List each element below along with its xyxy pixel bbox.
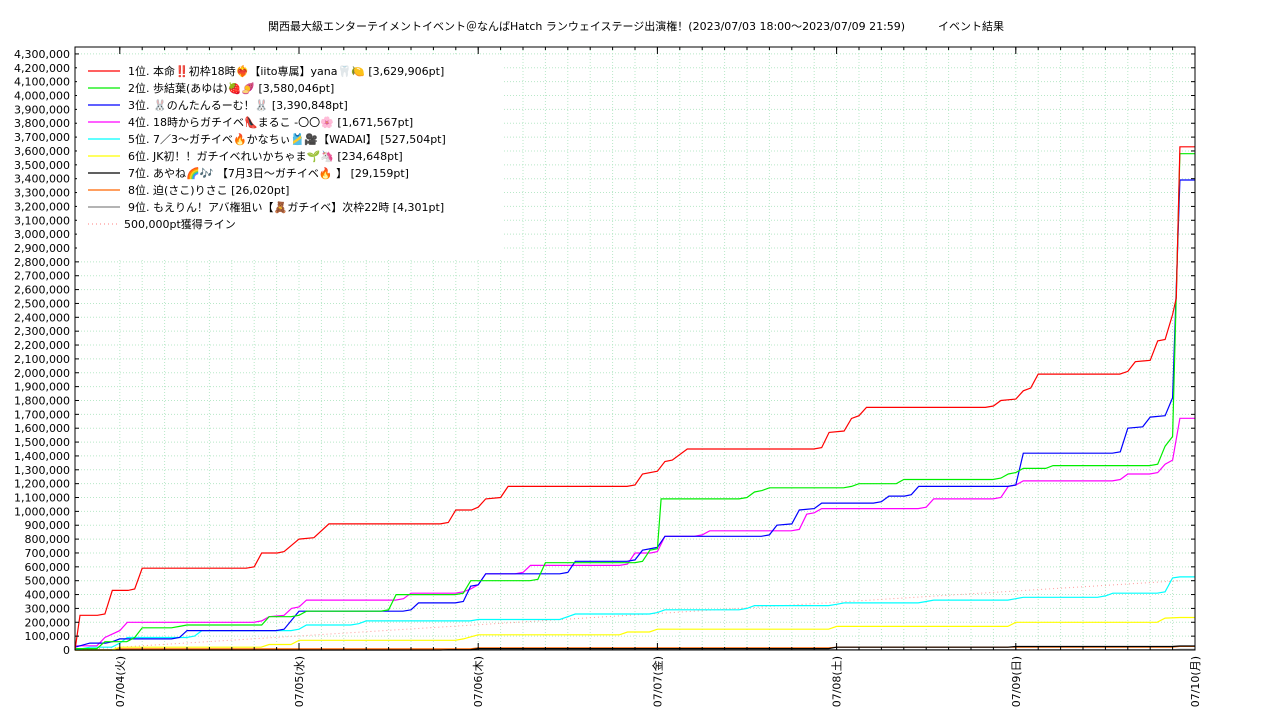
y-tick-label: 900,000 [25, 519, 71, 532]
series-line [74, 146, 1195, 651]
y-tick-label: 200,000 [25, 616, 71, 629]
legend-label: 3位. 🐰のんたんるーむ！🐰 [3,390,848pt] [128, 98, 348, 112]
y-tick-label: 2,200,000 [14, 339, 70, 352]
y-tick-label: 1,100,000 [14, 492, 70, 505]
series-line [74, 179, 1195, 648]
x-axis: 07/04(火) 07/05(水) 07/06(木) 07/07(金) 07/08(土)… [114, 47, 1202, 707]
legend-label: 7位. あやね🌈🎶 【7月3日〜ガチイベ🔥 】 [29,159pt] [128, 166, 409, 180]
y-tick-label: 1,900,000 [14, 381, 70, 394]
y-tick-label: 2,400,000 [14, 311, 70, 324]
series-line [75, 417, 1195, 647]
y-tick-label: 1,300,000 [14, 464, 70, 477]
y-tick-label: 600,000 [25, 561, 71, 574]
y-tick-label: 3,600,000 [14, 145, 70, 158]
legend-label: 9位. もえりん！アバ権狙い【🧸ガチイベ】次枠22時 [4,301pt] [128, 200, 444, 214]
y-tick-label: 2,600,000 [14, 284, 70, 297]
x-tick-label: 07/08(土) [831, 656, 844, 707]
reference-line-layer [74, 580, 1180, 651]
y-tick-label: 4,200,000 [14, 62, 70, 75]
y-tick-label: 1,400,000 [14, 450, 70, 463]
x-tick-label: 07/07(金) [650, 656, 664, 707]
y-tick-label: 2,300,000 [14, 325, 70, 338]
y-tick-label: 4,100,000 [14, 76, 70, 89]
legend-label: 6位. JK初！！ガチイベれいかちゃま🌱🦄 [234,648pt] [128, 149, 403, 163]
y-tick-label: 4,300,000 [14, 48, 70, 61]
y-tick-label: 3,500,000 [14, 159, 70, 172]
y-tick-label: 2,500,000 [14, 297, 70, 310]
y-tick-label: 2,100,000 [14, 353, 70, 366]
y-tick-label: 1,800,000 [14, 394, 70, 407]
x-tick-label: 07/04(火) [114, 656, 127, 707]
legend-label: 8位. 迫(さこ)りさこ [26,020pt] [128, 183, 289, 197]
series-layer [74, 146, 1195, 651]
x-tick-label: 07/05(水) [293, 656, 306, 707]
series-line [75, 153, 1195, 650]
y-tick-label: 3,700,000 [14, 131, 70, 144]
series-line [75, 616, 1195, 651]
y-tick-label: 2,900,000 [14, 242, 70, 255]
chart-title-text: 関西最大級エンターテイメントイベント＠なんばHatch ランウェイステージ出演権… [268, 20, 906, 33]
y-tick-label: 3,400,000 [14, 173, 70, 186]
y-tick-label: 100,000 [25, 630, 71, 643]
legend-label: 5位. 7／3〜ガチイベ🔥かなちぃ🎽🎥【WADAI】 [527,504pt] [128, 132, 446, 146]
y-tick-label: 800,000 [25, 533, 71, 546]
x-tick-label: 07/10(月) [1189, 656, 1202, 707]
y-tick-label: 3,200,000 [14, 200, 70, 213]
series-line [74, 576, 1195, 651]
y-tick-label: 0 [63, 644, 70, 657]
y-tick-label: 2,800,000 [14, 256, 70, 269]
legend: 1位. 本命‼️初枠18時❤️‍🔥【iito専属】yana🦷🍋 [3,629,9… [77, 55, 503, 260]
legend-label: 500,000pt獲得ライン [124, 218, 236, 231]
y-tick-label: 1,500,000 [14, 436, 70, 449]
y-tick-label: 1,200,000 [14, 478, 70, 491]
y-tick-label: 300,000 [25, 602, 71, 615]
y-tick-label: 400,000 [25, 589, 71, 602]
y-tick-label: 2,700,000 [14, 270, 70, 283]
y-tick-label: 1,700,000 [14, 408, 70, 421]
legend-label: 4位. 18時からガチイベ👠まるこ -〇〇🌸 [1,671,567pt] [128, 115, 413, 129]
y-tick-label: 3,300,000 [14, 187, 70, 200]
x-tick-label: 07/09(日) [1010, 656, 1023, 707]
reference-line [74, 580, 1180, 651]
y-tick-label: 1,000,000 [14, 505, 70, 518]
y-tick-label: 700,000 [25, 547, 71, 560]
y-tick-label: 3,800,000 [14, 117, 70, 130]
legend-label: 1位. 本命‼️初枠18時❤️‍🔥【iito専属】yana🦷🍋 [3,629,9… [128, 64, 444, 78]
legend-label: 2位. 歩結葉(あゆは)🍓🍠 [3,580,046pt] [128, 81, 334, 95]
y-tick-label: 3,100,000 [14, 214, 70, 227]
y-tick-label: 3,900,000 [14, 103, 70, 116]
y-tick-label: 3,000,000 [14, 228, 70, 241]
y-tick-label: 4,000,000 [14, 90, 70, 103]
legend-background [77, 55, 503, 260]
y-tick-label: 500,000 [25, 575, 71, 588]
chart-title: 関西最大級エンターテイメントイベント＠なんばHatch ランウェイステージ出演権… [0, 18, 1280, 34]
chart-title-result: イベント結果 [938, 20, 1004, 33]
y-tick-label: 1,600,000 [14, 422, 70, 435]
y-tick-label: 2,000,000 [14, 367, 70, 380]
x-tick-label: 07/06(木) [472, 656, 485, 707]
